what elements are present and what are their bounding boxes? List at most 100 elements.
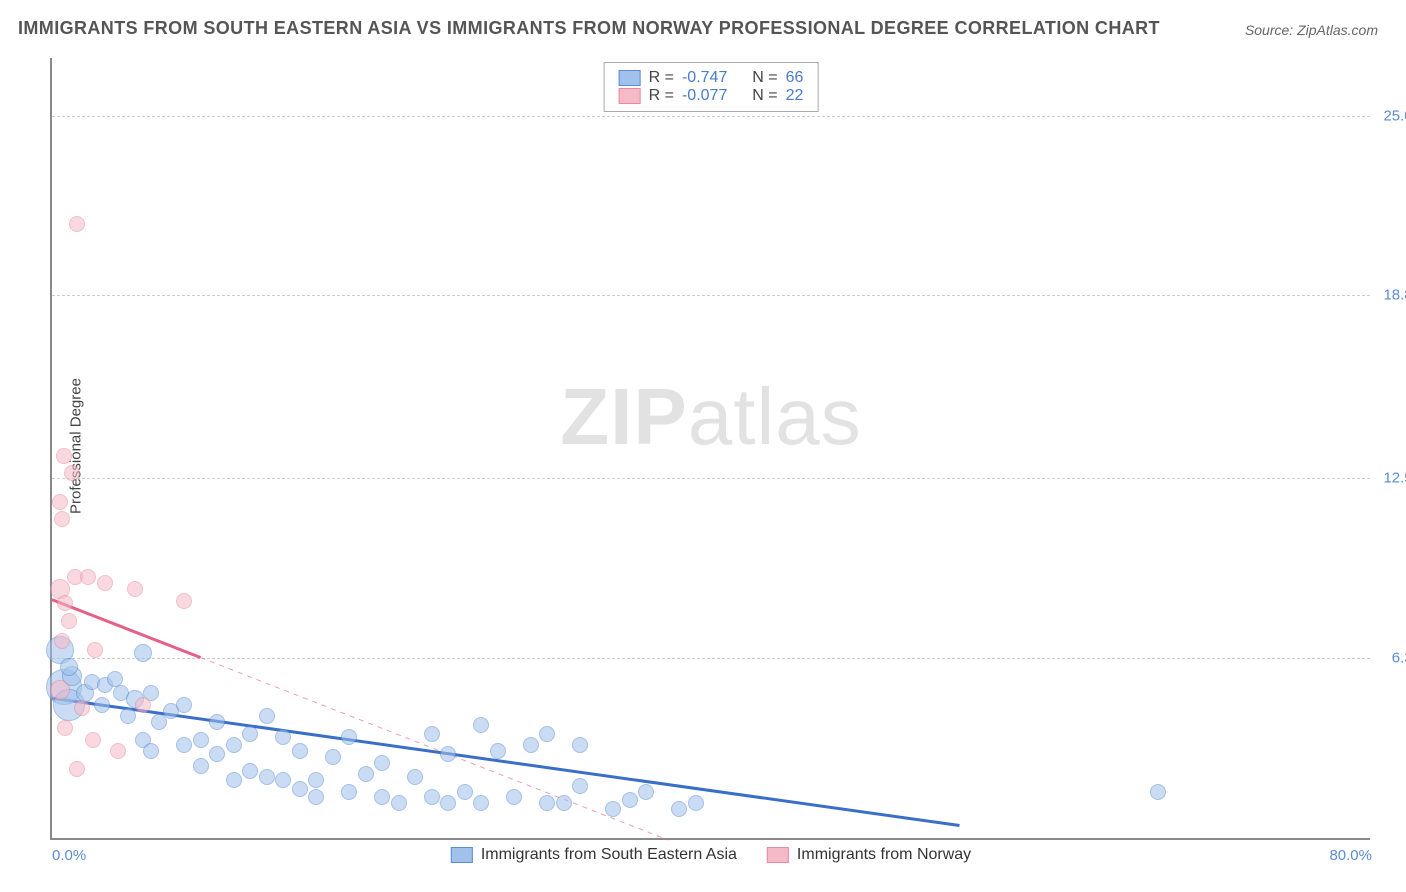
trendline-norway	[52, 600, 201, 658]
data-point-sea	[259, 708, 275, 724]
data-point-norway	[57, 720, 73, 736]
data-point-sea	[292, 781, 308, 797]
data-point-sea	[506, 789, 522, 805]
legend-item-sea: Immigrants from South Eastern Asia	[451, 846, 737, 864]
data-point-norway	[85, 732, 101, 748]
source-name: ZipAtlas.com	[1297, 22, 1378, 38]
r-label: R =	[649, 87, 674, 105]
data-point-norway	[127, 581, 143, 597]
correlation-row-sea: R = -0.747 N = 66	[619, 69, 804, 87]
data-point-sea	[193, 758, 209, 774]
data-point-norway	[52, 494, 68, 510]
data-point-sea	[688, 795, 704, 811]
data-point-sea	[341, 729, 357, 745]
data-point-sea	[374, 789, 390, 805]
n-label: N =	[752, 87, 777, 105]
data-point-norway	[135, 697, 151, 713]
data-point-norway	[110, 743, 126, 759]
data-point-norway	[54, 511, 70, 527]
data-point-sea	[440, 795, 456, 811]
data-point-sea	[490, 743, 506, 759]
data-point-sea	[391, 795, 407, 811]
data-point-sea	[374, 755, 390, 771]
data-point-sea	[424, 789, 440, 805]
data-point-sea	[259, 769, 275, 785]
data-point-norway	[87, 642, 103, 658]
data-point-sea	[440, 746, 456, 762]
series-legend: Immigrants from South Eastern Asia Immig…	[451, 846, 971, 864]
data-point-sea	[134, 644, 152, 662]
data-point-norway	[176, 593, 192, 609]
data-point-sea	[556, 795, 572, 811]
trendline-sea	[52, 698, 960, 825]
y-tick-label: 12.5%	[1383, 469, 1406, 486]
chart-plot-area: ZIPatlas 6.3%12.5%18.8%25.0% R = -0.747 …	[50, 58, 1370, 840]
data-point-sea	[308, 772, 324, 788]
n-value-sea: 66	[786, 69, 804, 87]
data-point-sea	[176, 697, 192, 713]
data-point-sea	[94, 697, 110, 713]
data-point-sea	[605, 801, 621, 817]
y-tick-label: 6.3%	[1392, 649, 1406, 666]
data-point-sea	[242, 763, 258, 779]
trend-lines	[52, 58, 1370, 838]
data-point-sea	[457, 784, 473, 800]
data-point-sea	[523, 737, 539, 753]
correlation-row-norway: R = -0.077 N = 22	[619, 87, 804, 105]
correlation-legend: R = -0.747 N = 66 R = -0.077 N = 22	[604, 62, 819, 112]
data-point-sea	[292, 743, 308, 759]
data-point-sea	[143, 743, 159, 759]
data-point-norway	[50, 680, 70, 700]
y-tick-label: 18.8%	[1383, 287, 1406, 304]
data-point-norway	[69, 216, 85, 232]
data-point-sea	[275, 772, 291, 788]
n-label: N =	[752, 69, 777, 87]
x-tick-label: 0.0%	[52, 847, 86, 864]
data-point-sea	[193, 732, 209, 748]
data-point-sea	[209, 746, 225, 762]
data-point-sea	[275, 729, 291, 745]
data-point-norway	[61, 613, 77, 629]
data-point-norway	[69, 761, 85, 777]
data-point-sea	[176, 737, 192, 753]
r-value-norway: -0.077	[682, 87, 727, 105]
data-point-sea	[572, 778, 588, 794]
legend-item-norway: Immigrants from Norway	[767, 846, 971, 864]
data-point-sea	[242, 726, 258, 742]
swatch-norway	[619, 88, 641, 104]
swatch-sea	[451, 847, 473, 863]
trendline-ext-norway	[201, 658, 669, 840]
data-point-sea	[638, 784, 654, 800]
data-point-sea	[226, 772, 242, 788]
n-value-norway: 22	[786, 87, 804, 105]
data-point-sea	[407, 769, 423, 785]
data-point-sea	[226, 737, 242, 753]
data-point-norway	[54, 633, 70, 649]
r-label: R =	[649, 69, 674, 87]
data-point-sea	[622, 792, 638, 808]
r-value-sea: -0.747	[682, 69, 727, 87]
chart-title: IMMIGRANTS FROM SOUTH EASTERN ASIA VS IM…	[18, 18, 1160, 39]
data-point-sea	[473, 717, 489, 733]
data-point-sea	[358, 766, 374, 782]
data-point-sea	[209, 714, 225, 730]
source-prefix: Source:	[1245, 22, 1297, 38]
data-point-sea	[424, 726, 440, 742]
swatch-sea	[619, 70, 641, 86]
data-point-norway	[56, 448, 72, 464]
legend-label-norway: Immigrants from Norway	[797, 846, 971, 864]
source-credit: Source: ZipAtlas.com	[1245, 22, 1378, 38]
y-tick-label: 25.0%	[1383, 107, 1406, 124]
legend-label-sea: Immigrants from South Eastern Asia	[481, 846, 737, 864]
data-point-sea	[539, 726, 555, 742]
data-point-norway	[64, 465, 80, 481]
data-point-norway	[74, 700, 90, 716]
data-point-norway	[57, 595, 73, 611]
data-point-sea	[308, 789, 324, 805]
data-point-sea	[1150, 784, 1166, 800]
data-point-norway	[80, 569, 96, 585]
swatch-norway	[767, 847, 789, 863]
x-tick-label: 80.0%	[1329, 847, 1372, 864]
data-point-sea	[60, 658, 78, 676]
data-point-norway	[97, 575, 113, 591]
